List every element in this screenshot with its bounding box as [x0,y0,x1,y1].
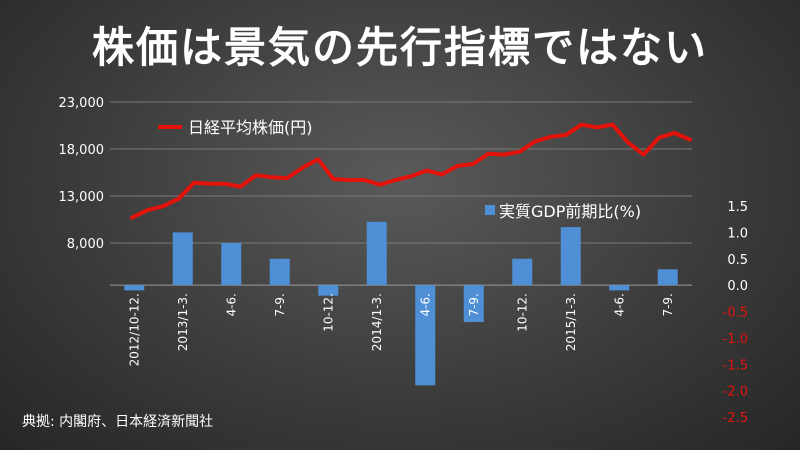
right-tick-label: 1.0 [727,226,748,241]
left-tick-label: 18,000 [59,143,105,158]
category-label: 2015/1-3. [564,293,578,351]
gdp-bar [269,258,290,286]
gdp-bar [366,221,387,286]
right-tick-label: -1.0 [723,332,748,347]
right-tick-label: 0.0 [727,279,748,294]
category-label: 4-6. [224,293,238,316]
left-tick-label: 13,000 [59,190,105,205]
category-label: 2012/10-12. [127,293,141,366]
category-label: 2013/1-3. [176,293,190,351]
category-label: 7-9. [273,293,287,316]
gdp-bar [657,269,678,286]
right-tick-label: 1.5 [727,200,748,215]
category-label: 4-6. [418,293,432,316]
gdp-bar [463,285,484,323]
legend-line-label: 日経平均株価(円) [188,118,313,137]
gdp-bar [415,285,436,386]
category-label: 2014/1-3. [370,293,384,351]
gdp-bar [124,285,145,291]
gdp-bar [172,232,193,286]
category-label: 10-12. [321,293,335,332]
gdp-bar [512,258,533,286]
source-note: 典拠: 内閣府、日本経済新聞社 [22,414,214,430]
legend-bar-swatch [485,205,495,215]
right-tick-label: -0.5 [723,306,748,321]
left-tick-label: 23,000 [59,96,105,111]
chart-title: 株価は景気の先行指標ではない [91,23,708,72]
category-label: 10-12. [515,293,529,332]
category-label: 4-6. [612,293,626,316]
right-tick-label: -2.5 [723,411,748,426]
gdp-bar [609,285,630,291]
right-tick-label: -2.0 [723,385,748,400]
gdp-bar [560,227,581,286]
category-label: 7-9. [661,293,675,316]
legend-bar-label: 実質GDP前期比(%) [499,202,641,221]
left-tick-label: 8,000 [67,237,104,252]
right-tick-label: -1.5 [723,358,748,373]
nikkei-line [130,122,692,220]
gdp-bar [221,242,242,286]
right-tick-label: 0.5 [727,253,748,268]
gdp-bar [318,285,339,296]
category-label: 7-9. [467,293,481,316]
